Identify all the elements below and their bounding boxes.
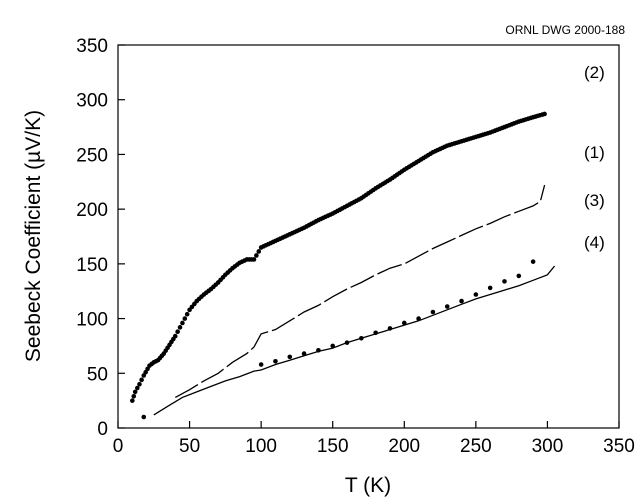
series-4 xyxy=(153,265,556,416)
data-point xyxy=(132,389,138,395)
y-tick-label: 150 xyxy=(76,255,108,276)
y-axis-title: Seebeck Coefficient (µV/K) xyxy=(22,110,45,362)
data-point xyxy=(180,320,185,326)
y-tick-label: 250 xyxy=(76,145,108,166)
x-tick-label: 100 xyxy=(245,436,277,457)
x-tick-label: 200 xyxy=(388,436,420,457)
series-2 xyxy=(174,184,546,398)
series-label: (3) xyxy=(584,191,605,210)
data-point xyxy=(254,253,259,258)
axis-ticks: 0 50 100 150 200 250 300 350 0 50 100 150 200 250 300 3… xyxy=(76,36,635,457)
data-point xyxy=(182,316,188,321)
series-label: (2) xyxy=(584,63,605,82)
data-point xyxy=(184,311,190,317)
data-series xyxy=(130,111,556,420)
series-line xyxy=(153,265,556,416)
data-point xyxy=(175,329,180,335)
data-point xyxy=(430,309,436,315)
data-point xyxy=(530,259,536,264)
data-point xyxy=(459,298,464,304)
data-point xyxy=(130,398,135,403)
plot-area-frame xyxy=(117,44,620,429)
data-point xyxy=(502,279,507,284)
data-point xyxy=(141,414,147,420)
data-point xyxy=(177,325,183,330)
series-1 xyxy=(130,111,547,403)
x-tick-label: 50 xyxy=(179,436,200,457)
data-point xyxy=(301,351,307,356)
y-tick-label: 100 xyxy=(76,310,108,331)
x-tick-label: 350 xyxy=(603,436,635,457)
data-point xyxy=(172,333,178,339)
y-tick-label: 300 xyxy=(76,91,108,112)
data-point xyxy=(487,285,493,291)
x-axis-title: T (K) xyxy=(345,474,391,497)
data-point xyxy=(287,354,293,360)
y-tick-label: 0 xyxy=(97,419,108,440)
data-point xyxy=(542,111,547,117)
data-point xyxy=(473,292,479,297)
series-label: (1) xyxy=(584,143,605,162)
data-point xyxy=(444,304,450,309)
x-tick-label: 250 xyxy=(460,436,492,457)
data-point xyxy=(256,249,262,254)
data-point xyxy=(135,385,140,391)
x-tick-label: 0 xyxy=(113,436,124,457)
data-point xyxy=(137,381,142,387)
y-tick-label: 50 xyxy=(87,364,108,385)
data-point xyxy=(139,377,144,383)
drawing-id-label: ORNL DWG 2000-188 xyxy=(505,23,625,37)
data-point xyxy=(258,362,264,367)
data-point xyxy=(131,393,137,399)
data-point xyxy=(251,257,257,262)
data-point xyxy=(273,358,278,364)
series-3 xyxy=(141,259,536,420)
series-line xyxy=(174,184,546,398)
x-tick-label: 150 xyxy=(317,436,349,457)
series-labels: (2) (1) (3) (4) xyxy=(584,63,605,252)
y-tick-label: 350 xyxy=(76,36,108,57)
x-tick-label: 300 xyxy=(532,436,564,457)
y-tick-label: 200 xyxy=(76,200,108,221)
data-point xyxy=(516,273,522,279)
series-label: (4) xyxy=(584,233,605,252)
